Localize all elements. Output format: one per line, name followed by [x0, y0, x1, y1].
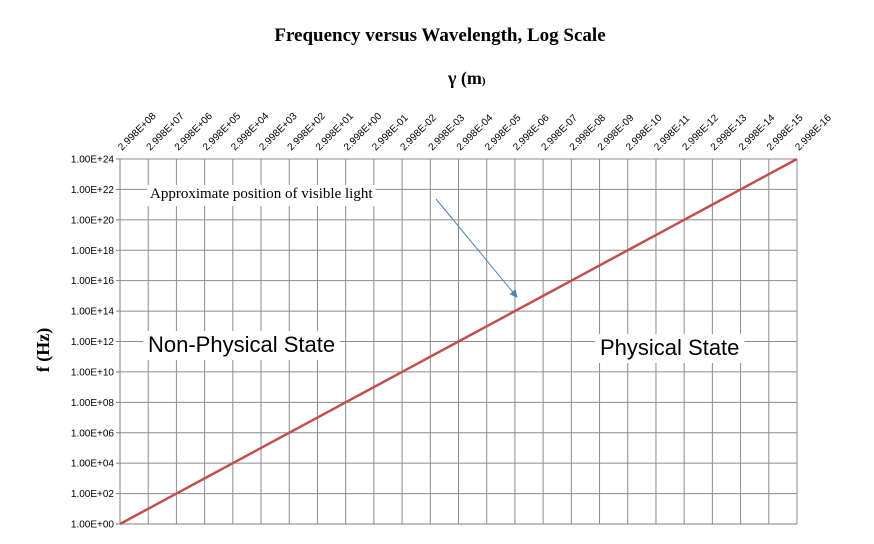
y-tick-label: 1.00E+10: [71, 367, 115, 378]
chart-title: Frequency versus Wavelength, Log Scale: [274, 25, 605, 46]
x-axis-title-main: γ (m: [447, 68, 482, 89]
y-tick-label: 1.00E+14: [71, 307, 115, 318]
y-tick-label: 1.00E+08: [71, 398, 115, 409]
y-tick-label: 1.00E+24: [71, 155, 115, 166]
y-tick-label: 1.00E+02: [71, 489, 115, 500]
series-layer: [119, 157, 798, 526]
y-tick-label: 1.00E+20: [71, 215, 115, 226]
y-tick-label: 1.00E+16: [71, 276, 115, 287]
visible-light-label-background: [147, 185, 376, 206]
y-tick-labels: 1.00E+00 1.00E+02 1.00E+04 1.00E+06 1.00E+08…: [71, 155, 120, 531]
series-line: [119, 157, 798, 526]
visible-light-arrow: [435, 198, 518, 298]
x-tick-labels: 2.998E+082.998E+072.998E+062.998E+052.99…: [116, 111, 834, 153]
y-axis-title: f (Hz): [33, 328, 54, 372]
x-axis-title: γ (m): [447, 68, 486, 89]
y-tick-label: 1.00E+00: [71, 520, 115, 531]
visible-light-label: Approximate position of visible light: [150, 186, 373, 202]
y-tick-label: 1.00E+18: [71, 246, 115, 257]
non-physical-state-label: Non-Physical State: [148, 332, 335, 357]
y-tick-label: 1.00E+22: [71, 185, 115, 196]
y-tick-label: 1.00E+04: [71, 459, 115, 470]
physical-state-label: Physical State: [600, 335, 739, 360]
y-tick-label: 1.00E+12: [71, 337, 115, 348]
x-axis-title-paren: ): [482, 75, 486, 87]
physical-state-label-background: [595, 334, 745, 363]
annotations: Approximate position of visible light Non…: [143, 185, 745, 363]
non-physical-state-label-background: [143, 331, 341, 360]
y-tick-label: 1.00E+06: [71, 428, 115, 439]
